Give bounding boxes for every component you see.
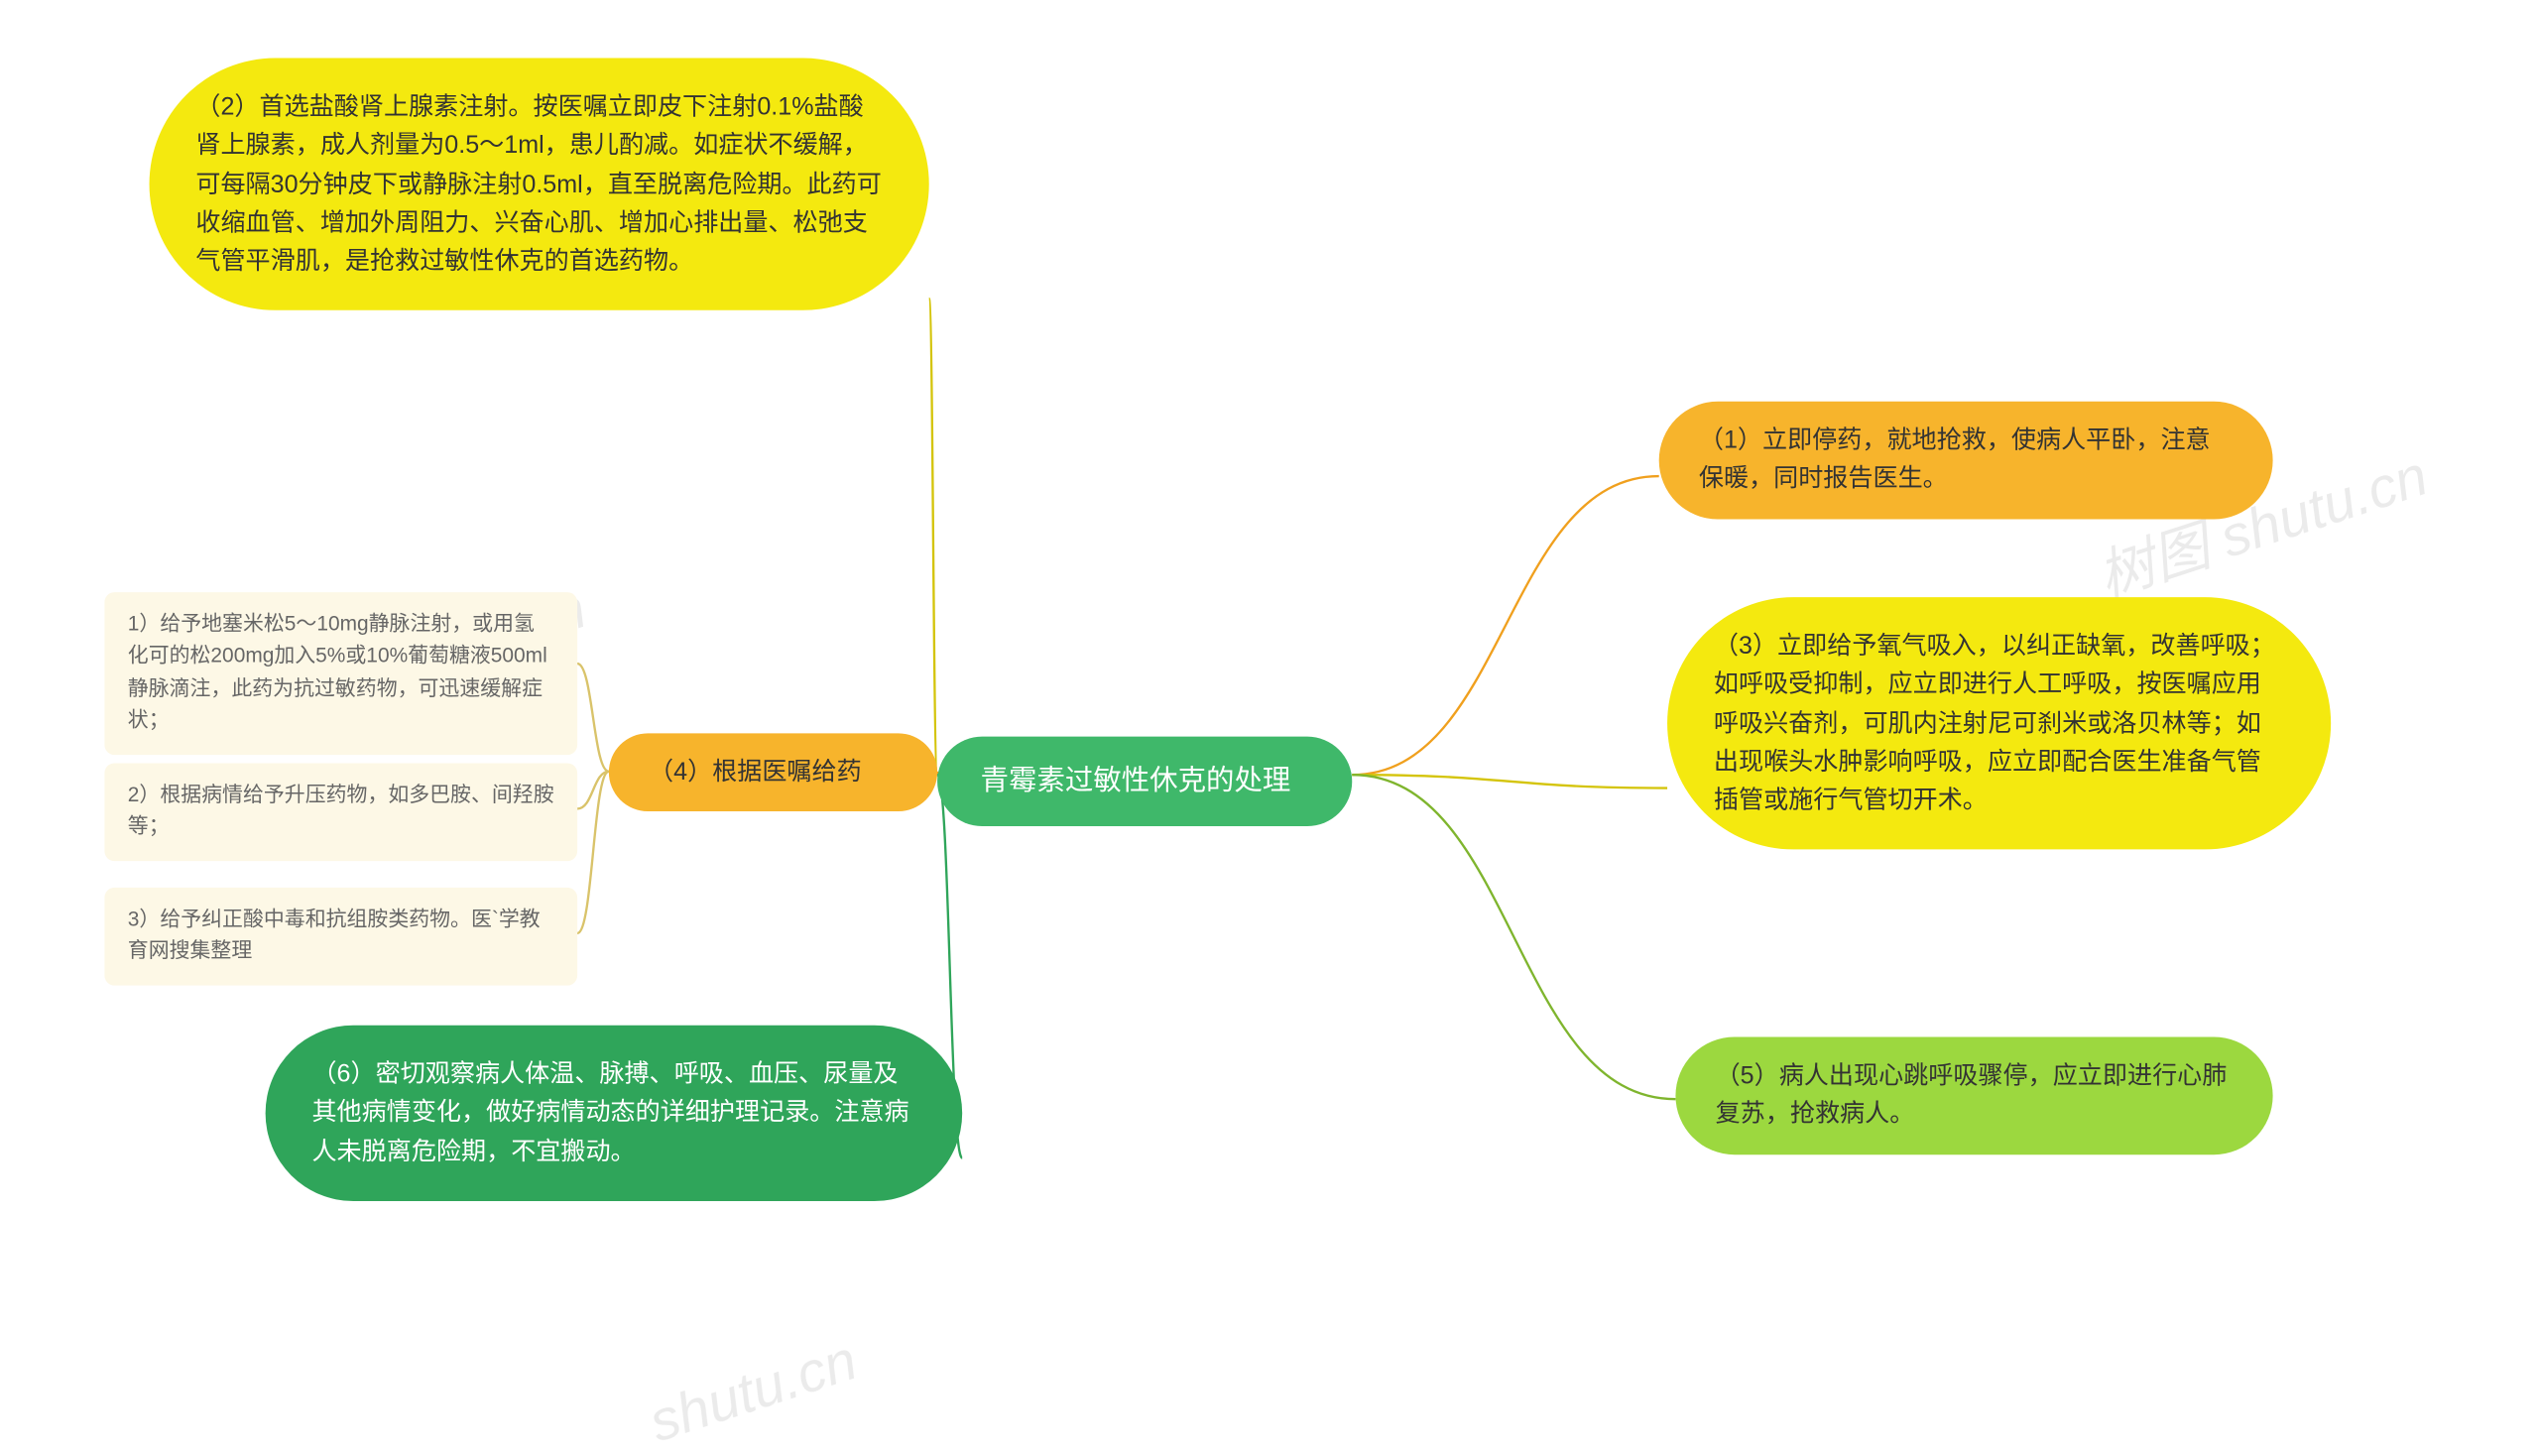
branch-node-2[interactable]: （2）首选盐酸肾上腺素注射。按医嘱立即皮下注射0.1%盐酸肾上腺素，成人剂量为0… — [150, 59, 929, 311]
branch-node-5[interactable]: （5）病人出现心跳呼吸骤停，应立即进行心肺复苏，抢救病人。 — [1675, 1036, 2272, 1153]
center-node[interactable]: 青霉素过敏性休克的处理 — [937, 737, 1352, 827]
branch-node-1[interactable]: （1）立即停药，就地抢救，使病人平卧，注意保暖，同时报告医生。 — [1659, 402, 2273, 519]
branch-node-6[interactable]: （6）密切观察病人体温、脉搏、呼吸、血压、尿量及其他病情变化，做好病情动态的详细… — [266, 1026, 963, 1201]
leaf-node-4-1[interactable]: 1）给予地塞米松5～10mg静脉注射，或用氢化可的松200mg加入5%或10%葡… — [104, 592, 577, 754]
watermark: shutu.cn — [643, 1329, 866, 1456]
leaf-node-4-2[interactable]: 2）根据病情给予升压药物，如多巴胺、间羟胺等； — [104, 763, 577, 860]
branch-node-4[interactable]: （4）根据医嘱给药 — [609, 733, 937, 811]
mindmap-canvas: 树图 shutu.cn 树图 shutu.cn shutu.cn 青霉素过敏性休… — [0, 0, 2538, 1374]
leaf-node-4-3[interactable]: 3）给予纠正酸中毒和抗组胺类药物。医`学教育网搜集整理 — [104, 888, 577, 985]
branch-node-3[interactable]: （3）立即给予氧气吸入，以纠正缺氧，改善呼吸；如呼吸受抑制，应立即进行人工呼吸，… — [1667, 597, 2331, 850]
